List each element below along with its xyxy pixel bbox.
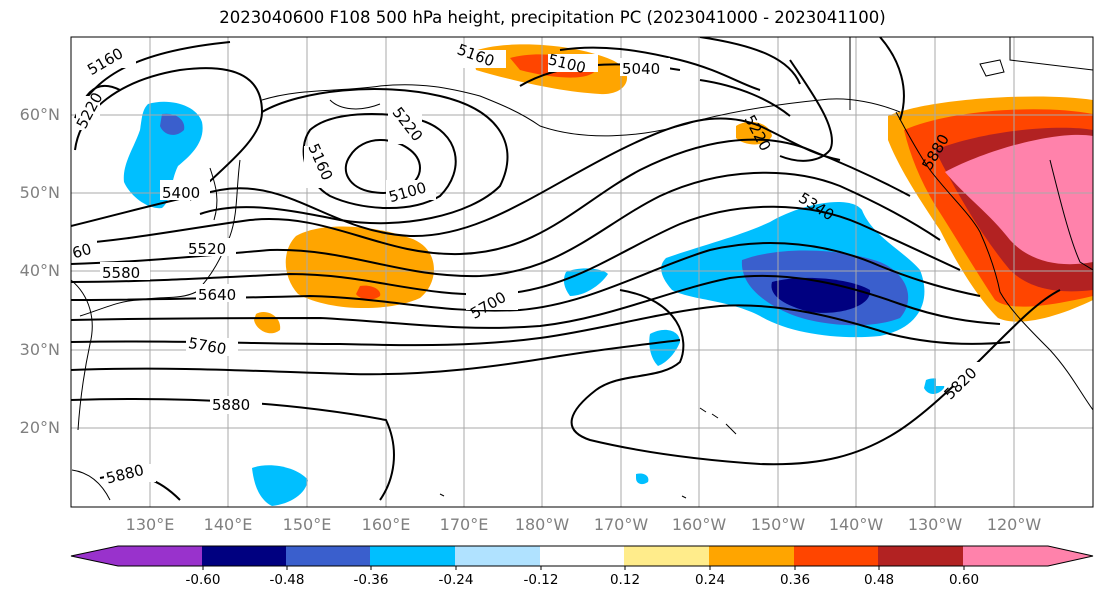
- map-title: 2023040600 F108 500 hPa height, precipit…: [219, 8, 886, 27]
- colorbar-segment: [455, 546, 541, 566]
- longitude-label: 160°E: [361, 515, 411, 534]
- longitude-label: 140°W: [828, 515, 884, 534]
- colorbar-tick-label: -0.48: [269, 572, 305, 588]
- colorbar-tick-label: -0.24: [438, 572, 474, 588]
- longitude-label: 170°W: [593, 515, 649, 534]
- contour-label: 60: [70, 240, 93, 263]
- contour-labels: 5160 5220 5400 5520 5580 5640 5760 5880 …: [70, 40, 984, 488]
- latitude-label: 30°N: [19, 340, 60, 359]
- colorbar-segment: [963, 546, 1093, 566]
- contour-label: 5640: [198, 286, 236, 304]
- colorbar-segment: [286, 546, 371, 566]
- negative-anomaly-area: [636, 473, 649, 485]
- colorbar-segment: [624, 546, 710, 566]
- longitude-label: 170°E: [439, 515, 489, 534]
- negative-anomaly-area: [649, 329, 680, 366]
- positive-anomaly-area: [356, 285, 381, 300]
- longitude-label: 130°W: [907, 515, 963, 534]
- colorbar-tick-label: -0.36: [353, 572, 389, 588]
- colorbar-segment: [71, 546, 203, 566]
- contour-label: 5520: [188, 240, 226, 258]
- contour-label: 5400: [162, 184, 200, 202]
- colorbar-segment: [878, 546, 964, 566]
- contour-label: 5040: [622, 60, 660, 78]
- longitude-label: 140°E: [203, 515, 253, 534]
- colorbar-outline: [70, 545, 1094, 567]
- longitude-label: 160°W: [671, 515, 727, 534]
- latitude-label: 40°N: [19, 261, 60, 280]
- positive-anomaly-area: [945, 134, 1093, 265]
- colorbar: [70, 545, 1094, 570]
- latitude-label: 50°N: [19, 183, 60, 202]
- colorbar-tick-label: 0.48: [863, 572, 895, 588]
- colorbar-segment: [540, 546, 625, 566]
- longitude-label: 150°E: [282, 515, 332, 534]
- contour-label: 5160: [84, 44, 126, 79]
- map-frame: [70, 36, 1094, 508]
- colorbar-segment: [709, 546, 795, 566]
- positive-anomaly-area: [254, 311, 281, 334]
- colorbar-tick-label: 0.36: [779, 572, 811, 588]
- colorbar-tick-label: 0.60: [948, 572, 980, 588]
- colorbar-tick-label: -0.12: [523, 572, 559, 588]
- colorbar-tick-label: 0.12: [609, 572, 641, 588]
- latitude-label: 60°N: [19, 105, 60, 124]
- colorbar-segment: [794, 546, 879, 566]
- contour-label: 5580: [102, 264, 140, 282]
- contour-label: 5880: [212, 396, 250, 414]
- longitude-label: 120°W: [986, 515, 1042, 534]
- colorbar-segment: [202, 546, 287, 566]
- negative-anomaly-area: [252, 465, 308, 506]
- coastlines: [71, 37, 1093, 501]
- colorbar-tick-label: 0.24: [694, 572, 726, 588]
- longitude-label: 150°W: [750, 515, 806, 534]
- longitude-label: 130°E: [125, 515, 175, 534]
- graticule: [71, 37, 1093, 507]
- negative-anomaly-area: [160, 113, 185, 135]
- latitude-label: 20°N: [19, 418, 60, 437]
- colorbar-tick-label: -0.60: [185, 572, 221, 588]
- colorbar-segment: [370, 546, 456, 566]
- longitude-label: 180°W: [514, 515, 570, 534]
